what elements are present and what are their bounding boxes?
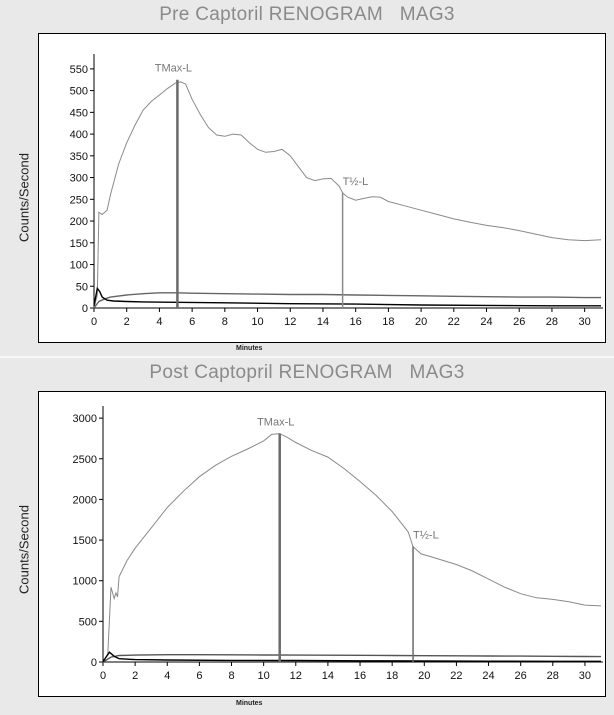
- y-tick-label: 150: [70, 238, 88, 250]
- x-tick-label: 30: [579, 670, 591, 682]
- x-tick-label: 26: [515, 670, 527, 682]
- y-tick-label: 50: [76, 281, 88, 293]
- x-axis-label: Minutes: [236, 700, 263, 707]
- y-tick-label: 0: [91, 657, 97, 669]
- y-tick-label: 500: [79, 616, 97, 628]
- post-captopril-panel: Post Captopril RENOGRAM MAG3 Counts/Seco…: [0, 358, 614, 715]
- y-tick-label: 400: [70, 129, 88, 141]
- y-tick-label: 1500: [73, 535, 97, 547]
- x-tick-label: 28: [546, 316, 558, 328]
- x-tick-label: 10: [251, 316, 263, 328]
- panel-divider: [0, 356, 614, 358]
- x-tick-label: 24: [482, 670, 494, 682]
- x-tick-label: 8: [222, 316, 228, 328]
- x-tick-label: 16: [350, 316, 362, 328]
- x-tick-label: 8: [228, 670, 234, 682]
- x-tick-label: 20: [418, 670, 430, 682]
- x-axis-label: Minutes: [236, 345, 263, 352]
- y-tick-label: 200: [70, 216, 88, 228]
- x-tick-label: 30: [579, 316, 591, 328]
- y-tick-label: 100: [70, 260, 88, 272]
- series-line: [102, 654, 602, 663]
- y-axis-label: Counts/Second: [16, 153, 32, 242]
- marker-label: T½-L: [413, 530, 439, 542]
- chart-title: Post Captopril RENOGRAM MAG3: [149, 362, 465, 383]
- x-tick-label: 18: [386, 670, 398, 682]
- marker-label: TMax-L: [155, 63, 192, 75]
- y-tick-label: 450: [70, 107, 88, 119]
- x-tick-label: 4: [156, 316, 162, 328]
- plot-area: 0 500 1000 1500 2000 2500 3000 0 2 4 6 8 10 12 14 16 18 2…: [38, 391, 606, 697]
- series-line: [93, 81, 602, 309]
- y-tick-label: 1000: [73, 576, 97, 588]
- chart-title: Pre Captoril RENOGRAM MAG3: [159, 4, 455, 25]
- y-tick-label: 2500: [73, 454, 97, 466]
- y-tick-label: 300: [70, 173, 88, 185]
- x-tick-label: 26: [513, 316, 525, 328]
- marker-label: TMax-L: [257, 417, 294, 429]
- x-tick-label: 2: [132, 670, 138, 682]
- x-tick-label: 22: [450, 670, 462, 682]
- y-tick-label: 250: [70, 194, 88, 206]
- series-line: [93, 292, 601, 309]
- y-tick-label: 550: [70, 64, 88, 76]
- marker-label: T½-L: [343, 176, 369, 188]
- y-tick-label: 500: [70, 86, 88, 98]
- x-tick-label: 12: [290, 670, 302, 682]
- x-tick-label: 6: [196, 670, 202, 682]
- x-tick-label: 2: [124, 316, 130, 328]
- pre-captopril-panel: Pre Captoril RENOGRAM MAG3 Counts/Second…: [0, 0, 614, 356]
- x-tick-label: 4: [164, 670, 170, 682]
- y-tick-label: 0: [82, 303, 88, 315]
- x-tick-label: 22: [448, 316, 460, 328]
- x-tick-label: 16: [354, 670, 366, 682]
- series-line: [102, 651, 601, 662]
- x-tick-label: 14: [322, 670, 334, 682]
- x-tick-label: 18: [382, 316, 394, 328]
- x-tick-label: 12: [284, 316, 296, 328]
- x-tick-label: 28: [547, 670, 559, 682]
- x-tick-label: 6: [189, 316, 195, 328]
- series-line: [102, 433, 602, 663]
- series-line: [93, 286, 601, 307]
- x-tick-label: 0: [100, 670, 106, 682]
- y-axis-label: Counts/Second: [16, 505, 32, 594]
- x-tick-label: 20: [415, 316, 427, 328]
- x-tick-label: 24: [480, 316, 492, 328]
- y-tick-label: 3000: [73, 413, 97, 425]
- x-tick-label: 14: [317, 316, 329, 328]
- x-tick-label: 10: [258, 670, 270, 682]
- plot-area: 0 50 100 150 200 250 300 350 400 450 500 550 0 2 4 6 8 10…: [38, 33, 606, 343]
- y-tick-label: 350: [70, 151, 88, 163]
- x-tick-label: 0: [91, 316, 97, 328]
- y-tick-label: 2000: [73, 494, 97, 506]
